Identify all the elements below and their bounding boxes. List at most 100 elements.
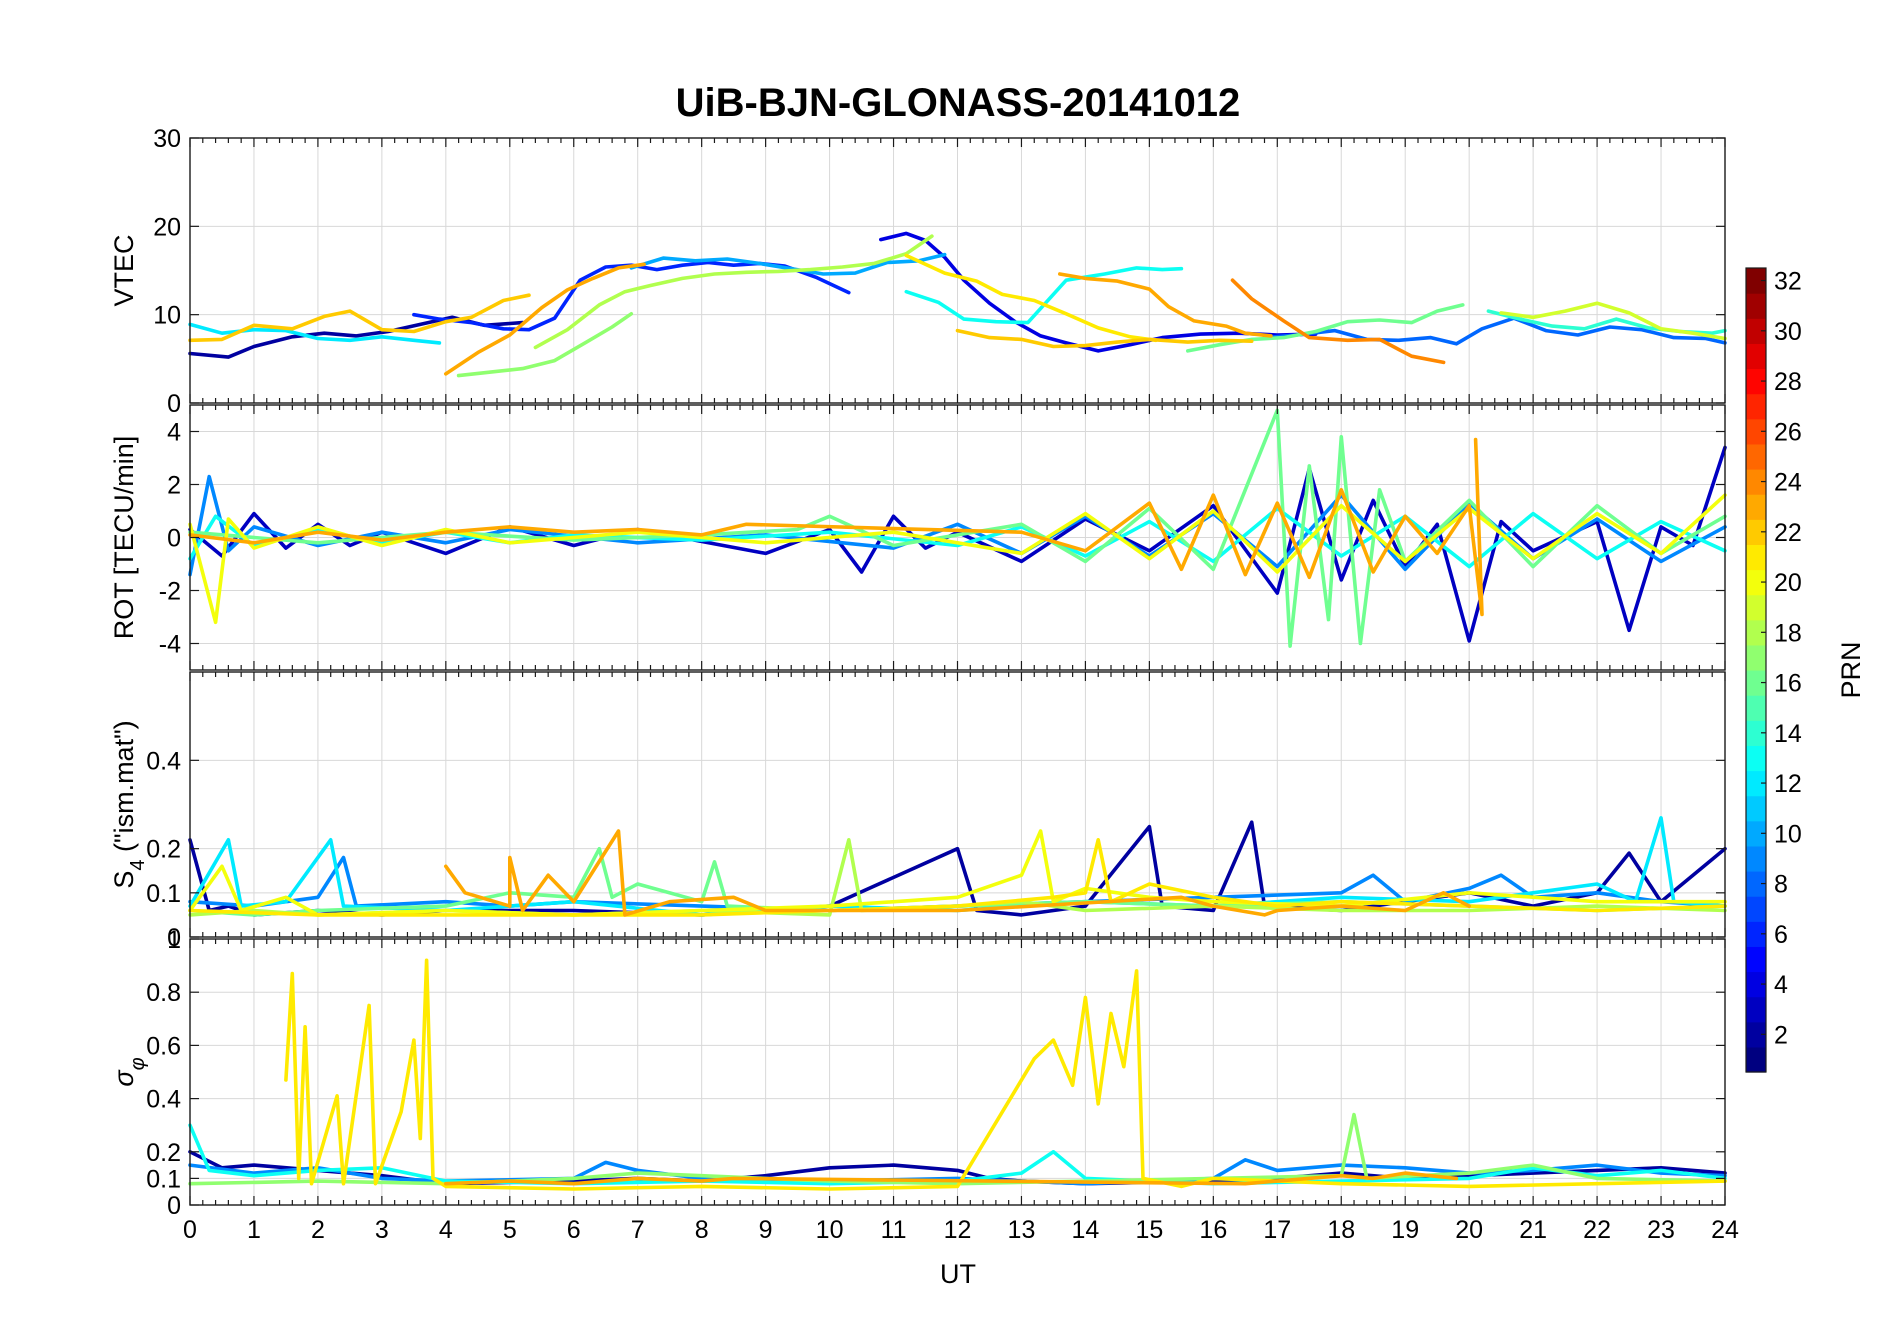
x-tick-label: 11 xyxy=(881,1216,907,1244)
colorbar-swatch xyxy=(1746,594,1766,621)
colorbar-swatch xyxy=(1746,1046,1766,1073)
x-tick-label: 9 xyxy=(759,1216,773,1244)
series-prn-20 xyxy=(188,829,1727,917)
colorbar-swatch xyxy=(1746,921,1766,947)
colorbar-tick-label: 4 xyxy=(1774,971,1788,999)
y-tick-label: 0.2 xyxy=(146,836,181,864)
colorbar-swatch xyxy=(1746,393,1766,420)
x-tick-label: 12 xyxy=(944,1216,972,1244)
x-tick-label: 1 xyxy=(247,1216,261,1244)
series-prn-2 xyxy=(188,1150,1727,1186)
x-tick-label: 7 xyxy=(631,1216,645,1244)
series-prn-13 xyxy=(904,266,1184,325)
series-prn-21 xyxy=(904,253,1158,343)
y-tick-label: 0.8 xyxy=(146,979,181,1007)
x-tick-label: 6 xyxy=(567,1216,581,1244)
colorbar-swatch xyxy=(1746,368,1766,395)
y-tick-label: 0.2 xyxy=(146,1139,181,1167)
colorbar-swatch xyxy=(1746,469,1766,495)
series-prn-17 xyxy=(456,312,634,378)
colorbar-swatch xyxy=(1746,443,1766,470)
series-prn-22 xyxy=(188,293,531,343)
colorbar-tick-label: 10 xyxy=(1774,820,1802,848)
colorbar-tick-label: 12 xyxy=(1774,770,1802,798)
x-tick-label: 3 xyxy=(375,1216,389,1244)
x-tick-label: 20 xyxy=(1455,1216,1483,1244)
series-prn-4 xyxy=(879,231,1318,353)
colorbar-swatch xyxy=(1746,896,1766,922)
x-tick-label: 16 xyxy=(1199,1216,1227,1244)
y-tick-label: 0.6 xyxy=(146,1032,181,1060)
series-prn-10 xyxy=(629,252,947,276)
y-tick-label: 0.4 xyxy=(146,1086,181,1114)
y-tick-label: 10 xyxy=(153,302,181,330)
colorbar-swatch xyxy=(1746,996,1766,1023)
y-tick-label: 30 xyxy=(153,125,181,153)
x-tick-label: 4 xyxy=(439,1216,453,1244)
x-tick-label: 5 xyxy=(503,1216,517,1244)
colorbar-tick-label: 8 xyxy=(1774,871,1788,899)
colorbar-swatch xyxy=(1746,695,1766,721)
colorbar-swatch xyxy=(1746,418,1766,445)
colorbar-tick-label: 14 xyxy=(1774,720,1802,748)
colorbar-swatch xyxy=(1746,519,1766,545)
y-tick-label: 0 xyxy=(167,390,181,418)
y-tick-label: -4 xyxy=(159,631,181,659)
y-axis-label-sub: φ xyxy=(127,1057,149,1070)
colorbar-swatch xyxy=(1746,971,1766,998)
x-tick-label: 8 xyxy=(695,1216,709,1244)
y-tick-label: 0.4 xyxy=(146,747,181,775)
x-tick-label: 21 xyxy=(1519,1216,1547,1244)
series-prn-23 xyxy=(444,1171,1459,1186)
colorbar-swatch xyxy=(1746,770,1766,797)
series-prn-19 xyxy=(1499,301,1727,341)
y-axis-label-sub: 4 xyxy=(127,860,149,871)
series-prn-12 xyxy=(188,322,442,345)
colorbar-swatch xyxy=(1746,619,1766,646)
x-tick-label: 19 xyxy=(1391,1216,1419,1244)
y-axis-label-rest: ("ism.mat") xyxy=(109,720,139,859)
colorbar-swatch xyxy=(1746,644,1766,671)
x-tick-label: 2 xyxy=(311,1216,325,1244)
panel-rot: 4 2 0 -2 -4 ROT [TECU/min] xyxy=(109,404,1727,671)
y-tick-label: 2 xyxy=(167,472,181,500)
y-axis-label-main: S xyxy=(109,871,139,889)
colorbar-swatch xyxy=(1746,293,1766,319)
series-group xyxy=(188,408,1727,648)
series-prn-23 xyxy=(188,437,1484,617)
colorbar-swatch xyxy=(1746,946,1766,973)
y-tick-label: 4 xyxy=(167,419,181,447)
colorbar-tick-label: 32 xyxy=(1774,268,1802,296)
colorbar-frame xyxy=(1745,267,1767,1073)
y-tick-label: -2 xyxy=(159,578,181,606)
x-tick-label: 14 xyxy=(1072,1216,1100,1244)
x-tick-label: 17 xyxy=(1263,1216,1291,1244)
x-tick-label: 24 xyxy=(1711,1216,1739,1244)
colorbar-swatch xyxy=(1746,720,1766,746)
colorbar-tick-label: 30 xyxy=(1774,318,1802,346)
y-tick-label: 0 xyxy=(167,924,181,952)
colorbar: 32 30 28 26 24 22 20 18 16 14 12 10 8 6 4 2 PRN xyxy=(1745,267,1866,1073)
y-axis-label: ROT [TECU/min] xyxy=(109,436,139,640)
colorbar-swatch xyxy=(1746,544,1766,571)
y-tick-label: 0 xyxy=(167,525,181,553)
series-group xyxy=(188,816,1727,917)
colorbar-tick-label: 20 xyxy=(1774,569,1802,597)
y-tick-label: 0.1 xyxy=(146,880,181,908)
colorbar-swatch xyxy=(1746,871,1766,897)
x-tick-label: 10 xyxy=(816,1216,844,1244)
y-tick-label: 0.1 xyxy=(146,1165,181,1193)
colorbar-tick-label: 2 xyxy=(1774,1021,1788,1049)
y-axis-label: S4 ("ism.mat") xyxy=(109,720,149,888)
colorbar-tick-label: 16 xyxy=(1774,670,1802,698)
x-tick-label: 18 xyxy=(1327,1216,1355,1244)
colorbar-tick-label: 6 xyxy=(1774,921,1788,949)
y-axis-label: σφ xyxy=(109,1057,149,1086)
x-tick-label: 15 xyxy=(1135,1216,1163,1244)
x-axis-label: UT xyxy=(940,1259,976,1289)
series-prn-22 xyxy=(955,328,1254,349)
colorbar-swatch xyxy=(1746,745,1766,772)
colorbar-swatch xyxy=(1746,845,1766,872)
